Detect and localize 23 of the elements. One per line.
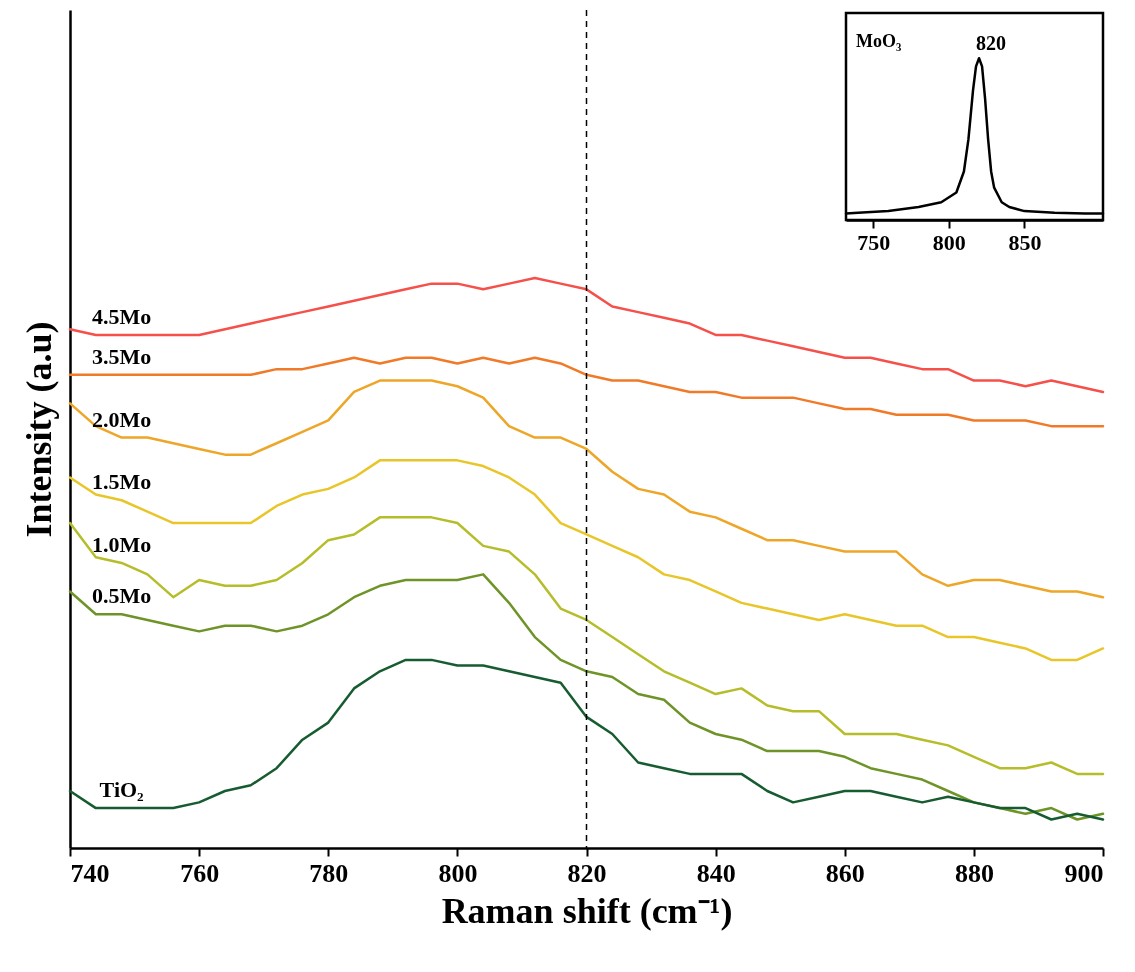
text: MoO₃ <box>856 31 902 52</box>
x-tick-label: 800 <box>438 858 478 888</box>
y-axis-title: Intensity (a.u) <box>18 321 59 538</box>
x-tick-label: 780 <box>309 858 349 888</box>
x-tick-label: 820 <box>567 858 607 888</box>
series-label: 1.0Mo <box>92 531 152 557</box>
x-tick-label: 900 <box>1064 858 1104 888</box>
x-tick-label: 840 <box>696 858 736 888</box>
annotation: 820 <box>976 32 1007 55</box>
series-label: 0.5Mo <box>92 583 152 609</box>
series-label: 1.5Mo <box>92 469 152 495</box>
series-label: 4.5Mo <box>92 303 152 329</box>
x-axis-title: Raman shift (cm⁻¹) <box>441 890 733 931</box>
series-label: 2.0Mo <box>92 406 152 432</box>
x-tick-label: 800 <box>932 229 966 255</box>
x-tick-label: 850 <box>1008 229 1042 255</box>
x-tick-label: 860 <box>825 858 865 888</box>
x-tick-label: 740 <box>70 858 110 888</box>
x-tick-label: 880 <box>954 858 994 888</box>
x-tick-label: 760 <box>180 858 220 888</box>
series-label: TiO₂ <box>99 777 145 803</box>
series-label: 3.5Mo <box>92 343 152 369</box>
x-tick-label: 750 <box>857 229 891 255</box>
